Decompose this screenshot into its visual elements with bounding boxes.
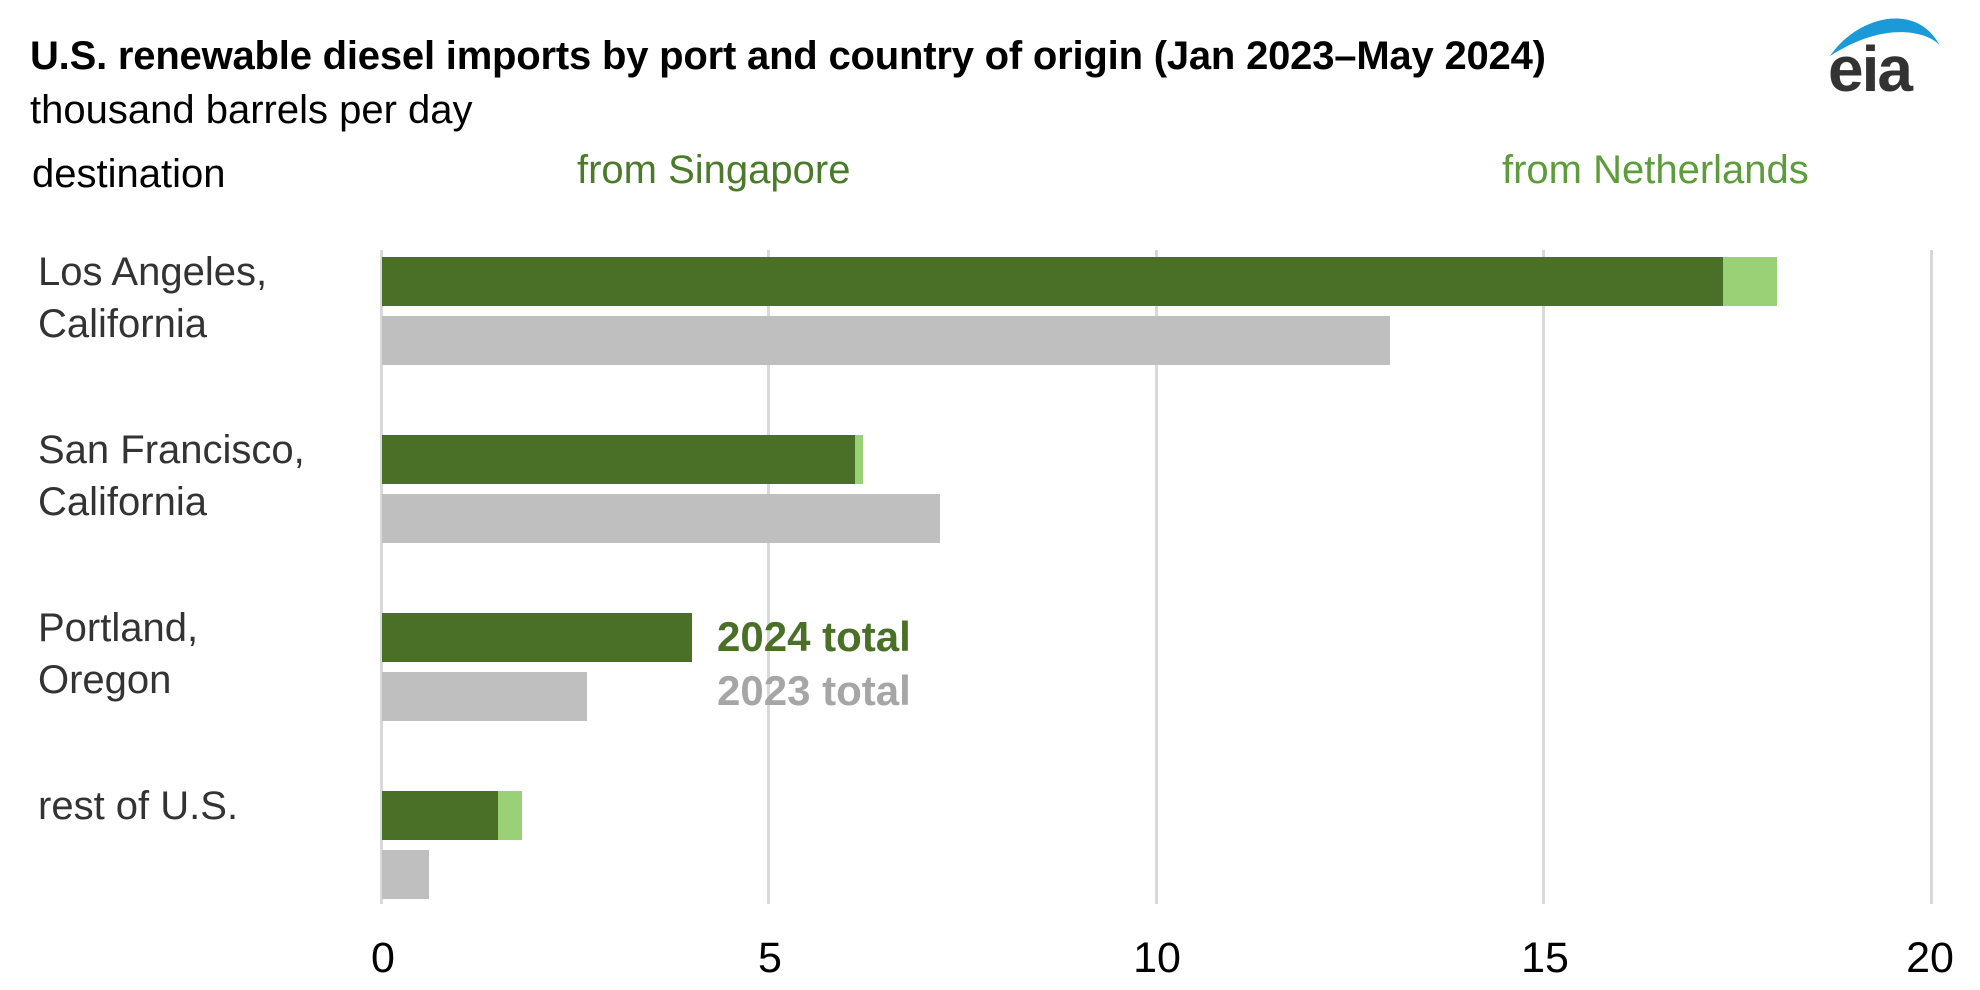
x-tick-10: 10: [1133, 934, 1181, 982]
from-singapore-label: from Singapore: [577, 148, 851, 192]
destination-header: destination: [32, 152, 226, 196]
from-netherlands-label: from Netherlands: [1502, 148, 1809, 192]
bar-2024-netherlands-los-angeles: [1722, 257, 1777, 306]
gridline-20: [1930, 250, 1933, 904]
chart-subtitle: thousand barrels per day: [30, 88, 473, 132]
gridline-0: [380, 250, 383, 904]
bar-2023-total-rest-of-us: [382, 850, 429, 899]
row-label-line1: rest of U.S.: [38, 784, 239, 828]
gridline-15: [1542, 250, 1545, 904]
x-tick-15: 15: [1521, 934, 1569, 982]
bar-2024-singapore-san-francisco: [382, 435, 855, 484]
row-label-portland: Portland, Oregon: [38, 602, 198, 706]
legend-2024-total: 2024 total: [717, 613, 911, 660]
legend-2023-total: 2023 total: [717, 667, 911, 714]
row-label-line1: Los Angeles,: [38, 250, 268, 294]
row-label-los-angeles: Los Angeles, California: [38, 246, 267, 350]
bar-2024-singapore-los-angeles: [382, 257, 1723, 306]
bar-2024-netherlands-rest-of-us: [498, 791, 522, 840]
x-tick-20: 20: [1906, 934, 1954, 982]
gridline-5: [767, 250, 770, 904]
row-label-line2: California: [38, 302, 207, 346]
row-label-rest-of-us: rest of U.S.: [38, 780, 238, 832]
gridline-10: [1155, 250, 1158, 904]
chart-title: U.S. renewable diesel imports by port an…: [30, 34, 1546, 78]
bar-2024-singapore-rest-of-us: [382, 791, 499, 840]
x-tick-0: 0: [371, 934, 395, 982]
bar-2023-total-san-francisco: [382, 494, 940, 543]
x-tick-5: 5: [758, 934, 782, 982]
eia-logo-text: eia: [1828, 33, 1913, 105]
row-label-san-francisco: San Francisco, California: [38, 424, 305, 528]
bar-2023-total-portland: [382, 672, 588, 721]
row-label-line1: Portland,: [38, 606, 199, 650]
bar-2024-netherlands-san-francisco: [854, 435, 863, 484]
row-label-line2: California: [38, 480, 207, 524]
eia-swoosh-icon: [1830, 18, 1940, 56]
row-label-line2: Oregon: [38, 658, 172, 702]
row-label-line1: San Francisco,: [38, 428, 305, 472]
eia-logo: eia: [1822, 6, 1952, 106]
bar-2023-total-los-angeles: [382, 316, 1390, 365]
bar-2024-singapore-portland: [382, 613, 692, 662]
